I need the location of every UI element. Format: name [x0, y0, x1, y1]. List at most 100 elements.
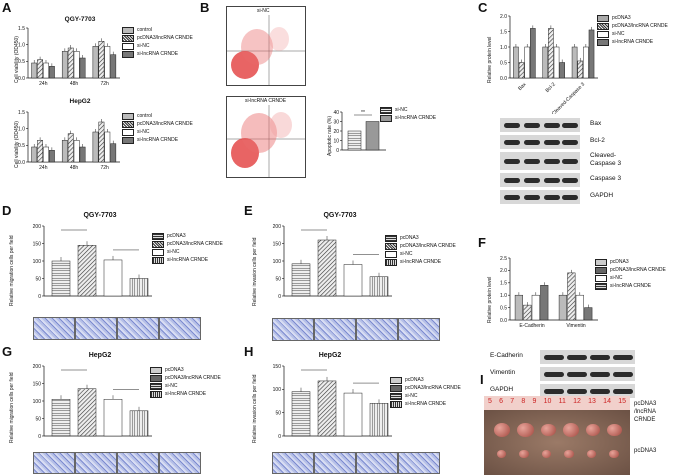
bar: [103, 399, 123, 437]
y-tick-label: 2.0: [500, 14, 507, 20]
bar: [103, 259, 123, 297]
y-tick-label: 30: [333, 119, 339, 125]
bar: [48, 150, 55, 163]
legend-label: si-lncRNA CRNDE: [137, 51, 179, 57]
legend-item: pcDNA3: [595, 258, 666, 266]
chart-f: 0.0 0.5 1.0 1.5 2.0 2.5 E-Cadherin Vimentin: [500, 256, 598, 329]
legend-item: pcDNA3: [150, 366, 221, 374]
tumor: [564, 449, 575, 459]
y-tick-label: 200: [273, 224, 282, 230]
chart-b: 0 10 20 30 40 **: [333, 110, 386, 154]
flow-plot-title: si-lncRNA CRNDE: [245, 98, 287, 104]
legend-item: si-NC: [122, 42, 193, 50]
legend-swatch: [390, 392, 402, 400]
legend-item: pcDNA3/lncRNA CRNDE: [122, 120, 193, 128]
legend-label: pcDNA3/lncRNA CRNDE: [137, 35, 193, 41]
chart-f-legend: pcDNA3 pcDNA3/lncRNA CRNDE si-NC si-lncR…: [595, 258, 666, 290]
flow-plot-si-lncrna: si-lncRNA CRNDE: [226, 96, 306, 178]
bar: [559, 62, 565, 79]
bar: [61, 140, 68, 163]
legend-swatch: [152, 232, 164, 240]
bar: [575, 294, 584, 321]
tumor: [496, 450, 506, 458]
ruler-number: 14: [603, 398, 611, 405]
bar: [79, 57, 86, 79]
flow-scatter: [227, 15, 305, 85]
tumor: [541, 450, 551, 458]
y-tick-label: 0.0: [500, 76, 507, 82]
y-tick-label: 1.0: [18, 126, 25, 132]
ruler-number: 10: [543, 398, 552, 405]
legend-swatch: [597, 14, 609, 22]
legend-swatch: [385, 242, 397, 250]
y-tick-label: 150: [273, 364, 282, 370]
y-tick-label: 0.0: [500, 318, 507, 324]
legend-item: pcDNA3/lncRNA CRNDE: [595, 266, 666, 274]
tumor: [587, 450, 597, 458]
panel-label-e: E: [244, 203, 253, 218]
legend-item: pcDNA3: [390, 376, 461, 384]
tumor: [586, 424, 601, 436]
legend-label: control: [137, 27, 153, 33]
micrograph: [33, 317, 75, 340]
legend-item: si-lncRNA CRNDE: [595, 282, 666, 290]
significance-mark: **: [361, 110, 365, 116]
chart-g: 0 50 100 150 200: [33, 364, 152, 440]
legend-item: si-lncRNA CRNDE: [122, 136, 193, 144]
micrograph: [398, 318, 440, 341]
y-tick-label: 150: [33, 381, 42, 387]
legend-swatch: [597, 30, 609, 38]
chart-g-title: HepG2: [88, 352, 112, 359]
micrograph: [314, 318, 356, 341]
bar: [317, 239, 337, 297]
bar: [104, 131, 111, 163]
bar: [548, 28, 554, 79]
bar: [524, 46, 530, 79]
legend-label: si-NC: [400, 251, 413, 257]
y-tick-label: 0.0: [18, 76, 25, 82]
legend-item: si-NC: [380, 106, 436, 114]
legend-swatch: [122, 50, 134, 58]
legend-item: si-NC: [150, 382, 221, 390]
bar: [48, 66, 55, 79]
flow-plot-title: si-NC: [257, 8, 270, 14]
blot-row: [500, 190, 580, 204]
tumor: [518, 449, 529, 459]
tumor-row-overexpression: [490, 420, 626, 440]
legend-label: pcDNA3/lncRNA CRNDE: [400, 243, 456, 249]
legend-item: si-lncRNA CRNDE: [380, 114, 436, 122]
legend-item: pcDNA3/lncRNA CRNDE: [152, 240, 223, 248]
x-tick-label: 72h: [100, 165, 109, 171]
legend-swatch: [122, 128, 134, 136]
legend-swatch: [385, 250, 397, 258]
tumor: [493, 423, 510, 437]
chart-h-ylabel: Relative invasion cells per field: [252, 374, 258, 443]
legend-swatch: [595, 258, 607, 266]
tumor: [607, 423, 623, 437]
blot-label: GAPDH: [590, 192, 614, 199]
panel-label-c: C: [478, 0, 488, 15]
y-tick-label: 40: [333, 110, 339, 116]
x-tick-label: Bax: [517, 81, 528, 92]
legend-label: si-NC: [137, 43, 150, 49]
legend-label: pcDNA3: [612, 15, 631, 21]
bar: [317, 380, 337, 437]
x-tick-label: Bcl-2: [545, 81, 557, 93]
y-tick-label: 2.5: [500, 256, 507, 262]
panel-label-h: H: [244, 344, 254, 359]
panel-label-b: B: [200, 0, 210, 15]
micrograph: [356, 318, 398, 341]
bar: [77, 388, 97, 437]
blot-row: [500, 135, 580, 149]
micrograph: [272, 452, 314, 474]
legend-swatch: [122, 42, 134, 50]
legend-swatch: [385, 258, 397, 266]
x-tick-label: Vimentin: [566, 323, 586, 329]
legend-item: pcDNA3/lncRNA CRNDE: [150, 374, 221, 382]
legend-swatch: [595, 266, 607, 274]
panel-label-f: F: [478, 235, 486, 250]
legend-swatch: [390, 384, 402, 392]
micrograph: [159, 317, 201, 340]
bar: [31, 62, 38, 79]
